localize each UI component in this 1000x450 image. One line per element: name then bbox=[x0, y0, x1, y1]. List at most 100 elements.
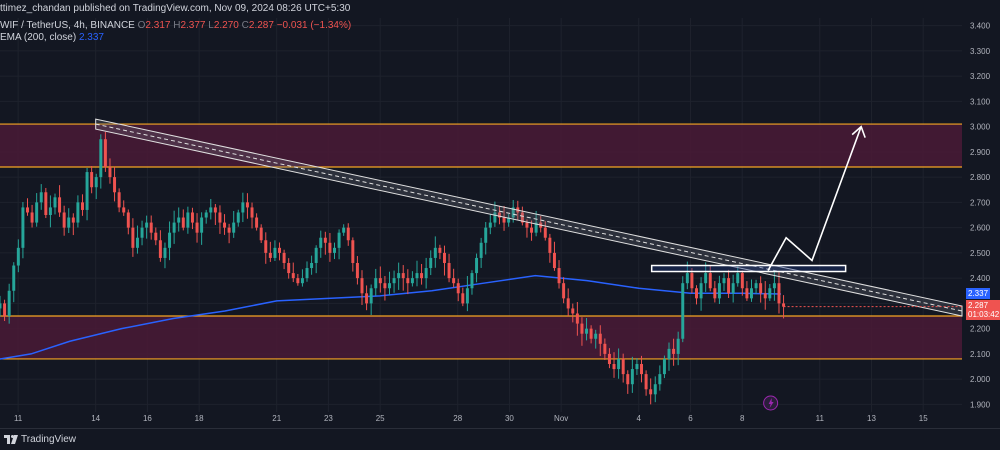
y-tick-label: 2.200 bbox=[970, 325, 991, 334]
symbol-legend[interactable]: WIF / TetherUS, 4h, BINANCE O2.317 H2.37… bbox=[0, 20, 351, 31]
candle-body bbox=[158, 240, 162, 258]
candle-body bbox=[296, 278, 300, 284]
candle-body bbox=[704, 273, 708, 284]
candle-body bbox=[232, 222, 236, 233]
candle-body bbox=[452, 278, 456, 284]
y-tick-label: 3.200 bbox=[970, 72, 991, 81]
open-value: 2.317 bbox=[145, 20, 171, 31]
x-tick-label: 23 bbox=[324, 414, 333, 423]
y-tick-label: 3.100 bbox=[970, 97, 991, 106]
candle-body bbox=[401, 273, 405, 279]
price-chart[interactable]: 3.400 3.300 3.200 3.100 3.000 2.900 2.800 2.700… bbox=[0, 0, 1000, 428]
close-label: C bbox=[241, 20, 249, 31]
candle-body bbox=[672, 348, 676, 354]
candle-body bbox=[681, 283, 685, 339]
projection-path bbox=[767, 126, 862, 271]
candle-body bbox=[26, 207, 29, 213]
candle-body bbox=[424, 268, 428, 279]
candle-body bbox=[369, 288, 373, 304]
x-tick-label: 14 bbox=[91, 414, 100, 423]
candle-body bbox=[617, 358, 621, 370]
candle-body bbox=[520, 212, 524, 223]
y-tick-label: 2.900 bbox=[970, 148, 991, 157]
y-tick-label: 3.400 bbox=[970, 22, 991, 31]
candle-body bbox=[291, 273, 295, 279]
close-value: 2.287 bbox=[248, 20, 274, 31]
candle-body bbox=[438, 247, 442, 253]
candle-body bbox=[355, 262, 359, 279]
candle-body bbox=[571, 308, 575, 314]
candle-body bbox=[245, 202, 249, 208]
tradingview-logo-icon bbox=[4, 435, 18, 444]
candle-body bbox=[39, 192, 43, 203]
ema-legend[interactable]: EMA (200, close) 2.337 bbox=[0, 32, 104, 43]
ema-value: 2.337 bbox=[78, 32, 104, 43]
low-label: L bbox=[208, 20, 214, 31]
candle-body bbox=[406, 278, 410, 284]
candle-body bbox=[562, 283, 566, 299]
tradingview-brand[interactable]: TradingView bbox=[4, 434, 76, 445]
candle-body bbox=[163, 247, 167, 258]
candle-body bbox=[122, 207, 126, 213]
candle-body bbox=[67, 217, 71, 228]
candle-body bbox=[278, 247, 282, 253]
candle-body bbox=[223, 222, 227, 228]
candle-body bbox=[598, 333, 602, 344]
candle-body bbox=[227, 227, 231, 233]
x-tick-label: 8 bbox=[740, 414, 745, 423]
candle-body bbox=[58, 197, 62, 213]
candle-body bbox=[218, 212, 222, 223]
high-label: H bbox=[173, 20, 181, 31]
candle-body bbox=[200, 217, 204, 233]
candle-body bbox=[717, 283, 721, 299]
candle-body bbox=[328, 242, 332, 253]
candle-body bbox=[342, 227, 346, 233]
candle-body bbox=[461, 293, 465, 304]
candle-body bbox=[177, 217, 181, 223]
candle-body bbox=[131, 227, 135, 248]
y-tick-label: 2.600 bbox=[970, 224, 991, 233]
x-tick-label: 28 bbox=[453, 414, 462, 423]
candle-body bbox=[594, 333, 598, 339]
candle-body bbox=[502, 217, 506, 223]
candle-body bbox=[497, 212, 501, 218]
candle-body bbox=[736, 273, 740, 284]
candle-body bbox=[782, 303, 786, 307]
x-tick-label: 30 bbox=[505, 414, 514, 423]
y-tick-label: 3.000 bbox=[970, 123, 991, 132]
candle-body bbox=[722, 278, 726, 284]
candle-body bbox=[511, 207, 515, 218]
candle-body bbox=[314, 247, 318, 263]
breakout-level-box bbox=[650, 264, 847, 273]
y-tick-label: 2.500 bbox=[970, 249, 991, 258]
candle-body bbox=[695, 288, 698, 299]
candle-body bbox=[204, 212, 208, 218]
y-tick-label: 1.900 bbox=[970, 400, 991, 409]
low-value: 2.270 bbox=[213, 20, 239, 31]
candle-body bbox=[580, 323, 584, 334]
candle-body bbox=[548, 237, 552, 253]
descending-trendline-mid bbox=[95, 123, 963, 312]
candle-body bbox=[236, 212, 240, 223]
candle-body bbox=[649, 389, 653, 395]
candle-body bbox=[365, 293, 369, 304]
candle-body bbox=[85, 172, 89, 210]
x-tick-label: 11 bbox=[14, 414, 23, 423]
projection-arrowhead bbox=[851, 125, 866, 138]
y-tick-label: 2.700 bbox=[970, 198, 991, 207]
candle-body bbox=[99, 139, 103, 178]
candle-body bbox=[21, 207, 25, 248]
candle-body bbox=[754, 283, 758, 289]
candle-body bbox=[442, 252, 446, 263]
ema-price-tag: 2.337 bbox=[966, 288, 991, 299]
candle-body bbox=[80, 202, 84, 210]
candle-body bbox=[713, 288, 717, 299]
candle-body bbox=[360, 278, 364, 294]
x-tick-label: 16 bbox=[143, 414, 152, 423]
candle-body bbox=[557, 268, 561, 284]
candle-body bbox=[470, 273, 474, 289]
candle-body bbox=[392, 278, 396, 284]
candle-body bbox=[653, 384, 657, 395]
symbol-name: WIF / TetherUS, 4h, BINANCE bbox=[0, 20, 135, 31]
candle-body bbox=[44, 192, 48, 215]
